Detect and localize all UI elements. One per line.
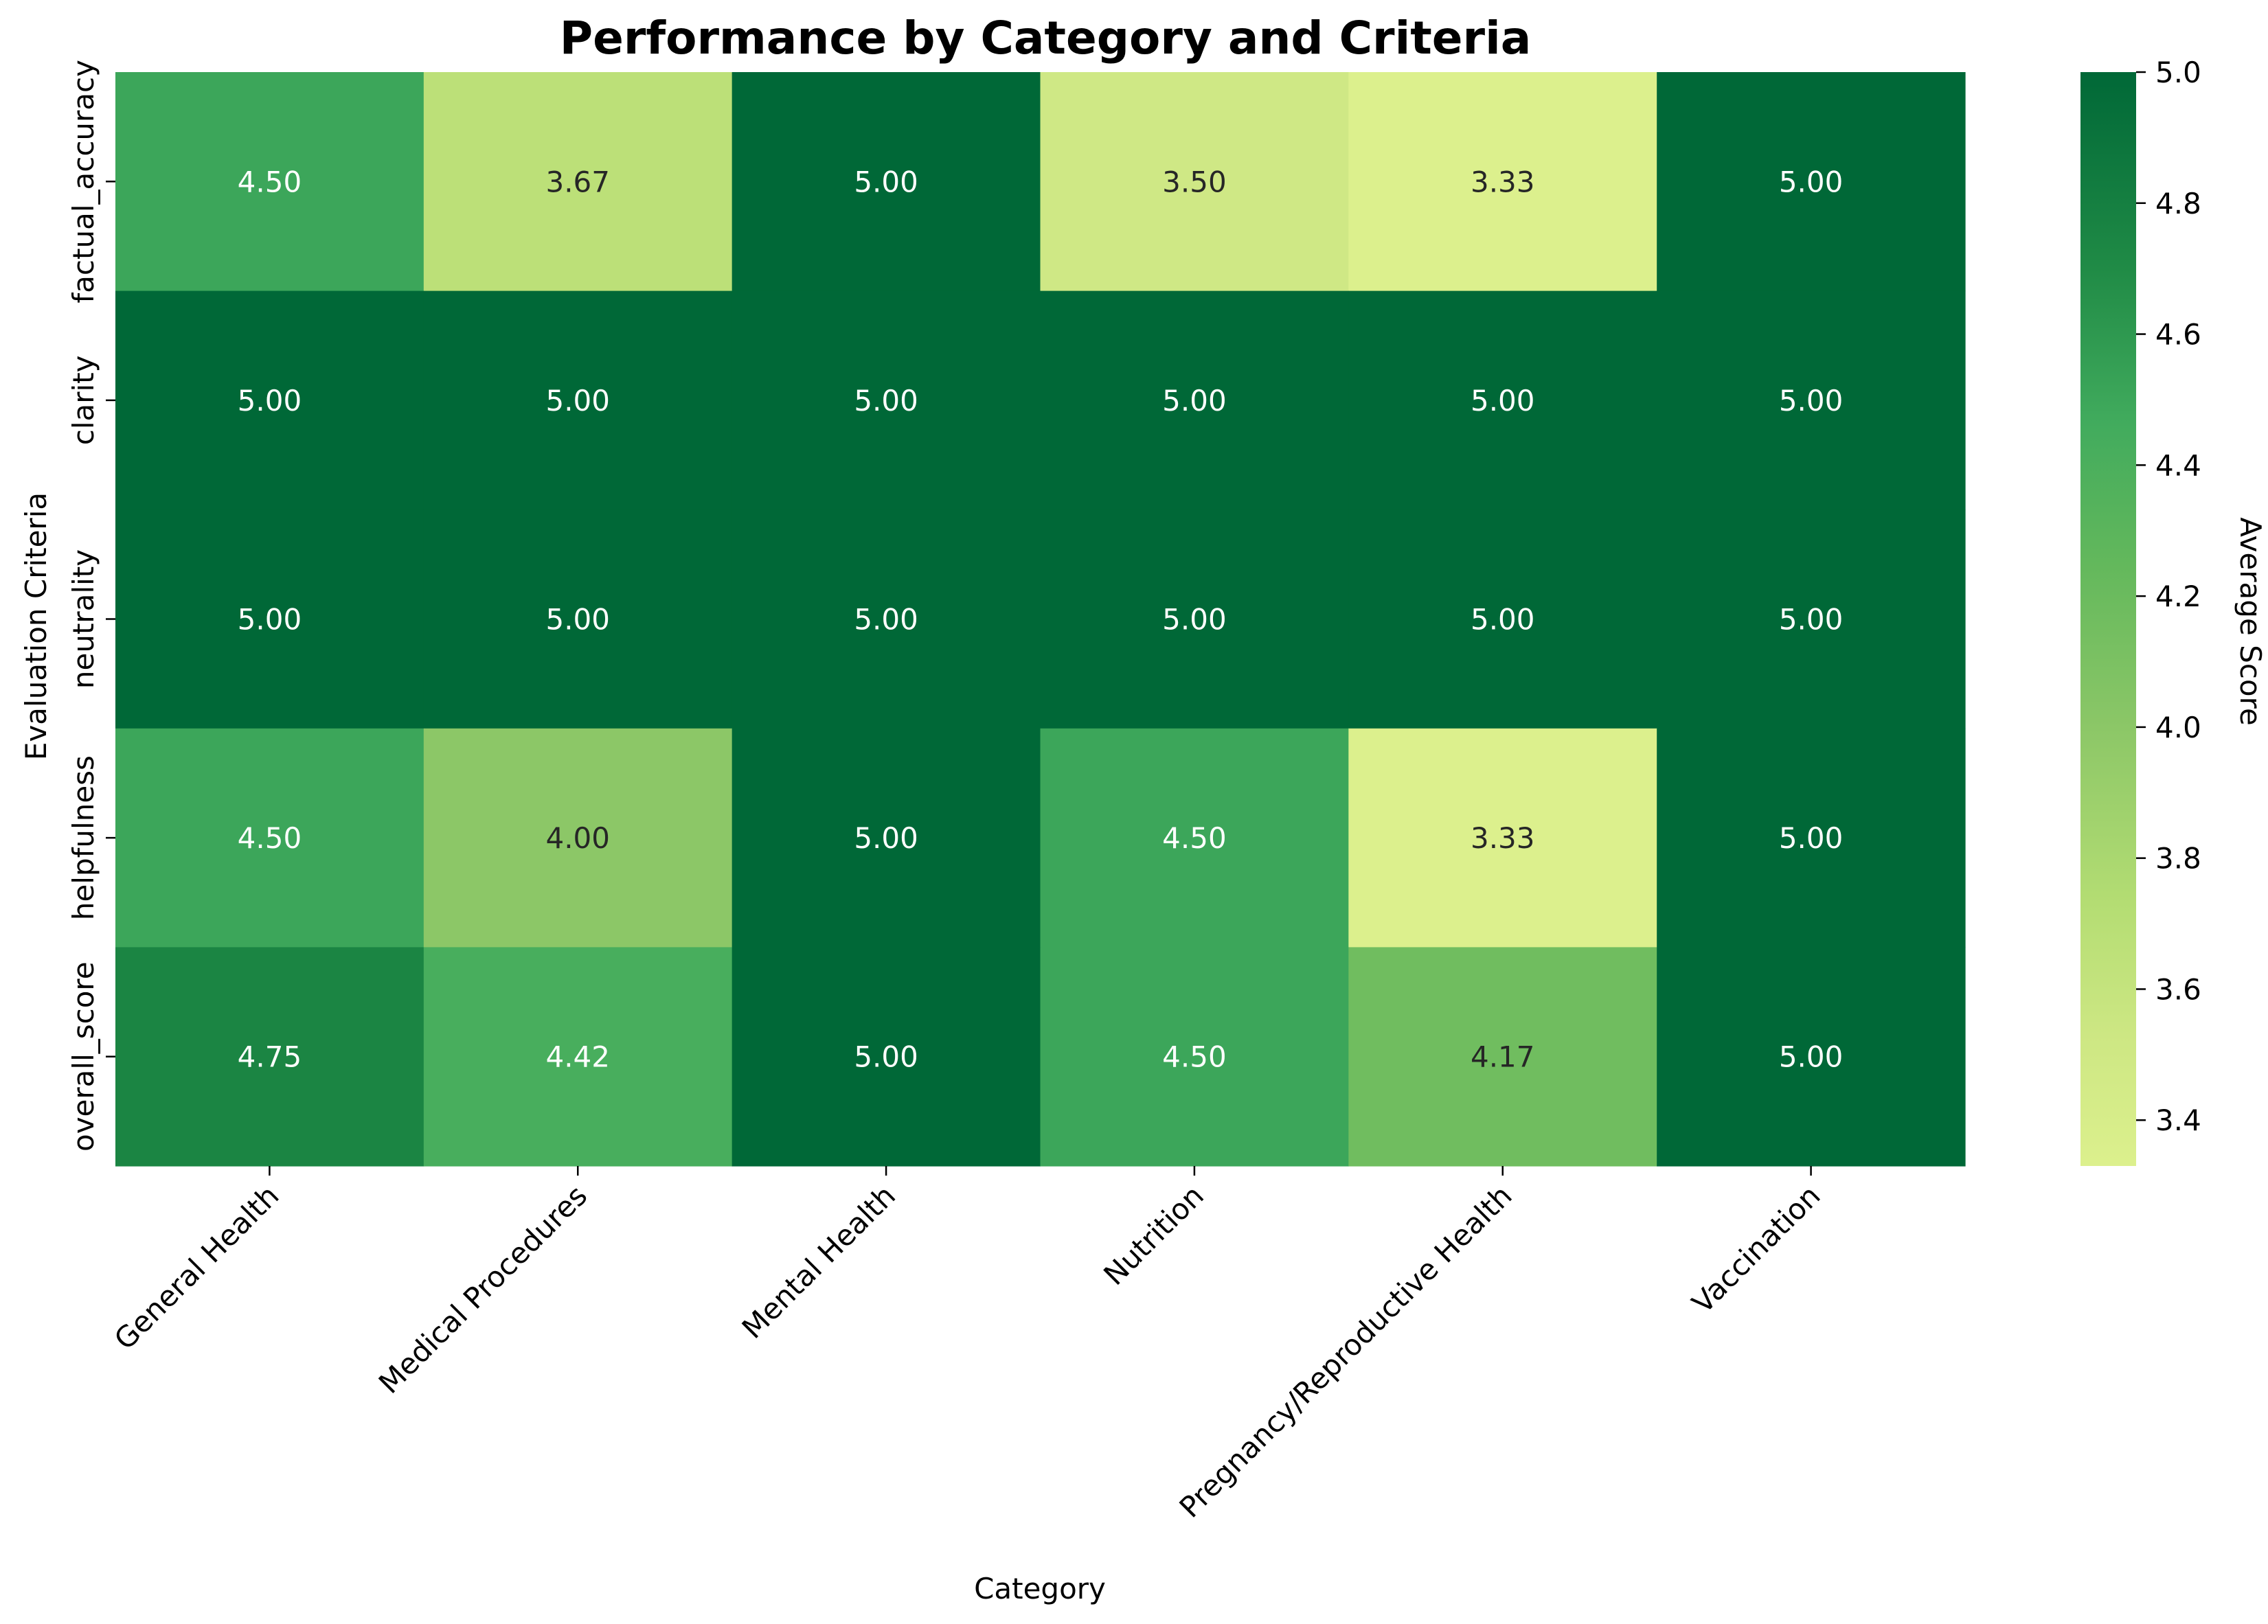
cell-value-label: 3.67: [545, 165, 610, 198]
heatmap-cell: [1348, 728, 1657, 948]
cell-value-label: 5.00: [854, 165, 918, 198]
heatmap-cell: [1348, 947, 1657, 1167]
cell-value-label: 5.00: [1162, 603, 1227, 637]
cell-value-label: 3.33: [1471, 821, 1535, 855]
y-axis-label: Evaluation Criteria: [19, 492, 53, 760]
colorbar-tick-label: 4.8: [2155, 187, 2201, 220]
colorbar-tick-label: 4.0: [2155, 711, 2201, 744]
heatmap-cell: [1348, 290, 1657, 510]
cell-value-label: 5.00: [1162, 384, 1227, 418]
y-tick-label: overall_score: [67, 961, 100, 1152]
cell-value-label: 5.00: [545, 384, 610, 418]
cell-value-label: 5.00: [238, 603, 302, 637]
cell-value-label: 5.00: [238, 384, 302, 418]
heatmap-cell: [1040, 947, 1349, 1167]
y-tick-label: helpfulness: [67, 755, 100, 920]
heatmap-cell: [1040, 510, 1349, 729]
cell-value-label: 5.00: [1471, 603, 1535, 637]
heatmap-cells: [115, 72, 1966, 1167]
heatmap-cell: [1657, 510, 1966, 729]
cell-value-label: 4.17: [1471, 1040, 1535, 1074]
y-tick-label: clarity: [67, 356, 100, 446]
heatmap-cell-labels: 4.50 3.67 5.00 3.50 3.33 5.00 5.00 5.00 5.00 5.00…: [238, 165, 1844, 1073]
cell-value-label: 5.00: [1779, 603, 1844, 637]
cell-value-label: 4.00: [545, 821, 610, 855]
cell-value-label: 4.50: [238, 821, 302, 855]
x-tick-label: General Health: [108, 1178, 286, 1356]
colorbar-tick-label: 4.4: [2155, 448, 2201, 482]
heatmap-cell: [423, 947, 733, 1167]
heatmap-cell: [423, 290, 733, 510]
cell-value-label: 5.00: [854, 821, 918, 855]
cell-value-label: 5.00: [1779, 1040, 1844, 1074]
cell-value-label: 5.00: [545, 603, 610, 637]
y-tick-label: factual_accuracy: [67, 60, 100, 304]
cell-value-label: 5.00: [854, 384, 918, 418]
heatmap-cell: [732, 510, 1041, 729]
heatmap-cell: [732, 290, 1041, 510]
x-tick-label: Pregnancy/Reproductive Health: [1172, 1178, 1518, 1524]
x-tick-label: Mental Health: [736, 1178, 902, 1345]
heatmap-cell: [115, 72, 424, 292]
cell-value-label: 4.50: [1162, 1040, 1227, 1074]
x-axis-ticks: General Health Medical Procedures Mental H…: [108, 1166, 1827, 1524]
cell-value-label: 5.00: [1779, 821, 1844, 855]
cell-value-label: 3.50: [1162, 165, 1227, 198]
cell-value-label: 5.00: [1779, 165, 1844, 198]
y-tick-label: neutrality: [67, 549, 100, 689]
heatmap-cell: [1040, 728, 1349, 948]
cell-value-label: 4.50: [238, 165, 302, 198]
heatmap-cell: [732, 947, 1041, 1167]
colorbar-tick-label: 3.6: [2155, 972, 2201, 1006]
heatmap-cell: [1040, 290, 1349, 510]
heatmap-cell: [1348, 72, 1657, 292]
colorbar-label: Average Score: [2234, 517, 2267, 725]
heatmap-cell: [732, 728, 1041, 948]
heatmap-cell: [1348, 510, 1657, 729]
chart-title: Performance by Category and Criteria: [560, 12, 1532, 65]
cell-value-label: 3.33: [1471, 165, 1535, 198]
heatmap-cell: [115, 510, 424, 729]
colorbar-ticks: 3.4 3.6 3.8 4.0 4.2 4.4 4.6 4.8 5.0: [2136, 56, 2201, 1137]
cell-value-label: 4.42: [545, 1040, 610, 1074]
cell-value-label: 5.00: [854, 603, 918, 637]
colorbar-tick-label: 4.2: [2155, 580, 2201, 613]
colorbar-tick-label: 3.8: [2155, 842, 2201, 876]
x-axis-label: Category: [974, 1572, 1106, 1605]
cell-value-label: 5.00: [854, 1040, 918, 1074]
heatmap-cell: [423, 728, 733, 948]
colorbar: [2080, 72, 2136, 1166]
heatmap-cell: [1040, 72, 1349, 292]
cell-value-label: 4.75: [238, 1040, 302, 1074]
heatmap-cell: [1657, 947, 1966, 1167]
heatmap-cell: [1657, 728, 1966, 948]
heatmap-cell: [115, 728, 424, 948]
colorbar-tick-label: 4.6: [2155, 318, 2201, 352]
colorbar-tick-label: 3.4: [2155, 1103, 2201, 1137]
cell-value-label: 5.00: [1471, 384, 1535, 418]
heatmap-cell: [423, 72, 733, 292]
heatmap-cell: [1657, 72, 1966, 292]
heatmap-cell: [115, 290, 424, 510]
cell-value-label: 5.00: [1779, 384, 1844, 418]
cell-value-label: 4.50: [1162, 821, 1227, 855]
heatmap-cell: [115, 947, 424, 1167]
heatmap-cell: [1657, 290, 1966, 510]
x-tick-label: Vaccination: [1686, 1178, 1827, 1320]
x-tick-label: Nutrition: [1097, 1178, 1210, 1292]
colorbar-tick-label: 5.0: [2155, 56, 2201, 89]
heatmap-cell: [423, 510, 733, 729]
x-tick-label: Medical Procedures: [372, 1178, 594, 1400]
heatmap-cell: [732, 72, 1041, 292]
